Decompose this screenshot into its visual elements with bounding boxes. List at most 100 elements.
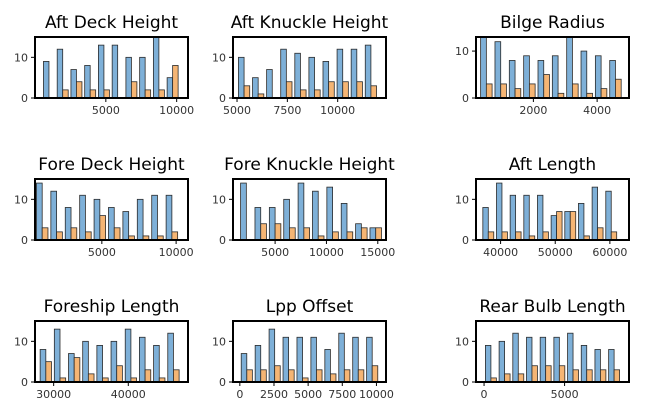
bar-series-2-bin-7 — [332, 231, 339, 240]
bar-series-1-bin-10 — [608, 349, 615, 382]
y-tick-label: 10 — [455, 335, 469, 348]
bar-series-1-bin-10 — [369, 227, 377, 240]
chart-panel-aft-knuckle-height: Aft Knuckle Height 0 10 5000 7500 10000 — [212, 13, 389, 117]
bar-series-2-bin-1 — [246, 369, 253, 382]
bar-series-1-bin-7 — [326, 186, 334, 240]
bar-series-1-bin-1 — [238, 56, 245, 98]
bar-series-2-bin-10 — [171, 231, 179, 240]
bar-series-2-bin-9 — [357, 369, 365, 382]
bar-series-2-bin-10 — [613, 369, 620, 382]
bar-series-1-bin-9 — [355, 223, 362, 240]
x-tick-label: 15000 — [360, 246, 395, 259]
bar-series-1-bin-6 — [111, 44, 119, 98]
bar-series-1-bin-2 — [498, 340, 505, 382]
bar-series-2-bin-5 — [303, 227, 311, 240]
bar-series-1-bin-9 — [352, 336, 359, 382]
bar-series-1-bin-5 — [96, 344, 103, 382]
bar-series-1-bin-7 — [324, 349, 331, 382]
bar-series-1-bin-1 — [240, 182, 247, 240]
bar-series-2-bin-4 — [289, 227, 296, 240]
bar-series-1-bin-4 — [523, 55, 530, 98]
chart-panel-fore-deck-height: Fore Deck Height 0 10 5000 10000 — [14, 155, 194, 259]
y-tick-label: 0 — [219, 376, 226, 389]
chart-panel-aft-length: Aft Length 0 10 40000 50000 60000 — [455, 155, 630, 259]
bar-series-2-bin-6 — [314, 89, 321, 98]
plot-frame — [34, 320, 189, 383]
bar-series-1-bin-3 — [512, 332, 519, 382]
bar-series-1-bin-5 — [98, 44, 105, 98]
bar-series-2-bin-4 — [87, 373, 95, 382]
x-tick-label: 5000 — [88, 246, 116, 259]
bar-series-1-bin-9 — [350, 48, 358, 98]
chart-title: Fore Knuckle Height — [224, 155, 395, 175]
y-tick-label: 10 — [212, 335, 226, 348]
bar-series-1-bin-4 — [526, 336, 533, 382]
bar-series-1-bin-4 — [282, 336, 289, 382]
bar-series-2-bin-7 — [572, 83, 579, 98]
bar-series-1-bin-6 — [310, 336, 317, 382]
bar-series-2-bin-9 — [600, 369, 607, 382]
bar-series-1-bin-3 — [268, 328, 276, 382]
bar-series-2-bin-4 — [528, 83, 536, 98]
y-tick-label: 0 — [462, 92, 469, 105]
bar-series-2-bin-5 — [543, 74, 550, 98]
bar-series-2-bin-8 — [586, 369, 593, 382]
bar-series-1-bin-5 — [297, 182, 305, 240]
x-tick-label: 7500 — [328, 388, 356, 401]
plot-frame — [475, 36, 630, 99]
bars-group — [482, 182, 618, 240]
x-tick-label: 0 — [236, 388, 243, 401]
x-tick-label: 10000 — [159, 246, 194, 259]
bar-series-2-bin-7 — [329, 373, 337, 382]
bar-series-1-bin-6 — [551, 55, 559, 98]
bar-series-1-bin-7 — [566, 37, 573, 98]
bar-series-1-bin-5 — [537, 194, 544, 240]
bar-series-1-bin-6 — [308, 56, 315, 98]
chart-title: Aft Deck Height — [45, 13, 178, 33]
plot-frame — [34, 36, 189, 99]
bar-series-1-bin-2 — [494, 41, 502, 98]
bar-series-2-bin-10 — [173, 369, 180, 382]
bar-series-1-bin-10 — [165, 194, 173, 240]
bar-series-1-bin-8 — [578, 202, 585, 240]
bar-series-2-bin-2 — [56, 231, 63, 240]
bar-series-2-bin-7 — [130, 81, 138, 98]
y-tick-label: 10 — [14, 193, 28, 206]
bar-series-2-bin-4 — [288, 369, 295, 382]
bar-series-1-bin-10 — [609, 60, 616, 98]
y-tick-label: 0 — [462, 376, 469, 389]
bar-series-1-bin-6 — [312, 190, 319, 240]
bar-series-2-bin-3 — [70, 227, 78, 240]
y-tick-label: 10 — [212, 51, 226, 64]
bar-series-1-bin-8 — [340, 202, 348, 240]
bar-series-2-bin-1 — [485, 83, 493, 98]
bar-series-1-bin-7 — [125, 56, 132, 98]
plot-frame — [232, 320, 387, 383]
bar-series-2-bin-7 — [569, 211, 577, 240]
x-tick-label: 40000 — [483, 246, 518, 259]
bar-series-2-bin-5 — [545, 365, 552, 382]
y-tick-label: 10 — [455, 193, 469, 206]
bar-series-2-bin-4 — [285, 81, 293, 98]
bar-series-2-bin-3 — [517, 373, 525, 382]
y-tick-label: 10 — [14, 51, 28, 64]
bar-series-2-bin-2 — [260, 369, 267, 382]
chart-title: Lpp Offset — [266, 297, 354, 317]
bar-series-2-bin-6 — [558, 365, 566, 382]
bar-series-2-bin-5 — [103, 89, 110, 98]
x-tick-label: 60000 — [592, 246, 627, 259]
bar-series-2-bin-3 — [274, 365, 281, 382]
bar-series-1-bin-9 — [152, 37, 160, 98]
bar-series-1-bin-5 — [537, 60, 545, 98]
bar-series-1-bin-5 — [294, 52, 301, 98]
x-tick-label: 5000 — [294, 388, 322, 401]
bar-series-2-bin-3 — [515, 231, 522, 240]
x-tick-label: 5000 — [92, 104, 120, 117]
bar-series-2-bin-10 — [172, 65, 179, 98]
bar-series-2-bin-4 — [85, 231, 92, 240]
bar-series-2-bin-10 — [371, 365, 379, 382]
y-tick-label: 0 — [219, 234, 226, 247]
bar-series-1-bin-6 — [110, 340, 118, 382]
bar-series-1-bin-2 — [254, 207, 262, 240]
x-tick-label: 2000 — [519, 104, 547, 117]
